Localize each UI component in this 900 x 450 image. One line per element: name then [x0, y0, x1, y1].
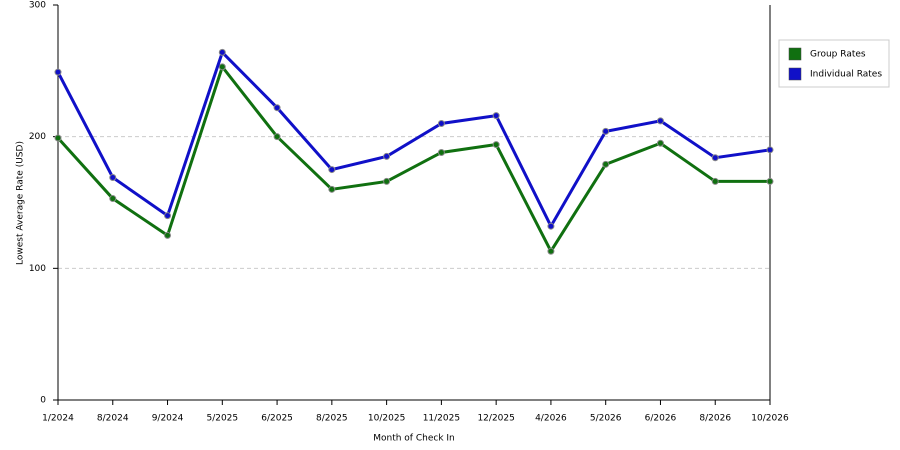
legend-label: Individual Rates	[810, 70, 882, 80]
x-tick-label: 8/2025	[316, 414, 348, 424]
legend-label: Group Rates	[810, 50, 866, 60]
data-point	[273, 133, 281, 141]
data-point	[109, 173, 117, 181]
data-point	[602, 127, 610, 135]
legend-swatch	[788, 67, 802, 81]
data-point	[492, 141, 500, 149]
x-tick-label: 8/2024	[97, 414, 129, 424]
y-tick-label: 200	[29, 132, 46, 142]
series-line	[56, 49, 771, 230]
legend-swatch	[788, 47, 802, 61]
y-tick-label: 100	[29, 264, 46, 274]
x-tick-label: 1/2024	[42, 414, 74, 424]
y-tick-label: 300	[29, 1, 46, 11]
data-point	[328, 185, 336, 193]
x-tick-label: 10/2026	[751, 414, 789, 424]
data-point	[711, 177, 719, 185]
x-tick-label: 5/2025	[206, 414, 238, 424]
data-point	[656, 139, 664, 147]
data-point	[437, 148, 445, 156]
data-point	[547, 222, 555, 230]
data-point	[164, 231, 172, 239]
data-point	[437, 120, 445, 127]
data-point	[218, 48, 226, 56]
data-point	[54, 134, 62, 142]
data-point	[164, 212, 172, 220]
data-point	[492, 112, 500, 120]
data-point	[711, 154, 719, 162]
data-point	[766, 177, 774, 185]
x-tick-label: 12/2025	[477, 414, 514, 424]
x-tick-label: 10/2025	[368, 414, 405, 424]
x-tick-label: 5/2026	[590, 414, 622, 424]
data-point	[383, 152, 391, 160]
data-point	[547, 247, 555, 255]
data-point	[54, 68, 62, 76]
data-point	[273, 104, 281, 112]
x-tick-label: 11/2025	[423, 414, 460, 424]
data-point	[656, 117, 664, 125]
data-point	[109, 195, 117, 203]
x-tick-label: 4/2026	[535, 414, 567, 424]
data-point	[383, 177, 391, 185]
x-tick-label: 8/2026	[699, 414, 731, 424]
data-point	[766, 146, 774, 154]
data-point	[328, 166, 336, 174]
data-point	[602, 160, 610, 168]
y-tick-label: 0	[40, 396, 46, 406]
y-axis-label: Lowest Average Rate (USD)	[16, 141, 26, 265]
x-tick-label: 6/2026	[645, 414, 677, 424]
x-axis-label: Month of Check In	[373, 434, 455, 444]
x-tick-label: 6/2025	[261, 414, 293, 424]
x-tick-label: 9/2024	[152, 414, 184, 424]
data-point	[218, 63, 226, 71]
series-line	[56, 63, 770, 255]
